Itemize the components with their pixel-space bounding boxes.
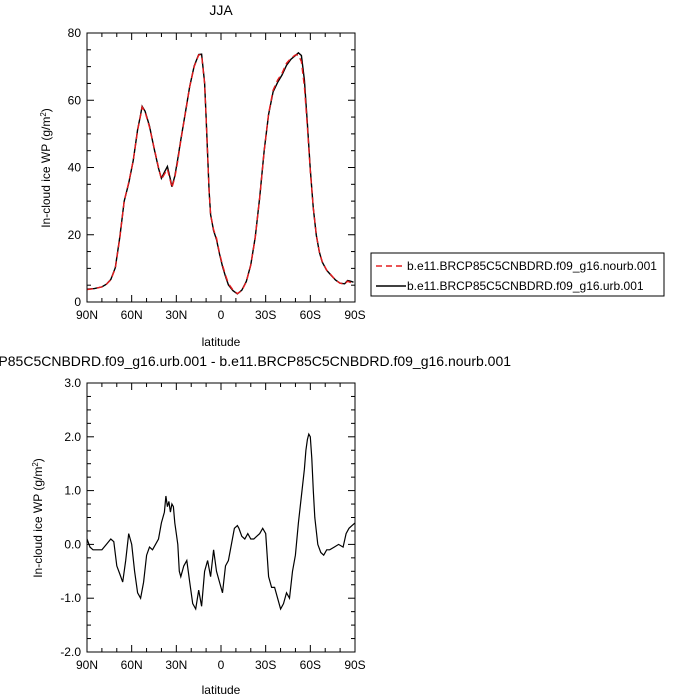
top-y-tick-label: 80	[68, 26, 82, 40]
top-x-tick-label: 0	[218, 308, 225, 322]
bottom-difference-line	[86, 432, 356, 611]
top-y-axis-label-end: )	[39, 108, 53, 112]
bottom-y-tick-label: 1.0	[64, 484, 81, 498]
top-y-tick-label: 20	[68, 228, 82, 242]
legend-label-nourb: b.e11.BRCP85C5CNBDRD.f09_g16.nourb.001	[407, 259, 657, 273]
bottom-panel: b.e11.BRCP85C5CNBDRD.f09_g16.urb.001 - b…	[0, 353, 511, 697]
top-y-axis-label-sup: 2	[39, 112, 48, 117]
bottom-y-tick-label: 3.0	[64, 376, 81, 390]
top-series-nourb-dashed-line	[86, 54, 354, 295]
bottom-y-tick-label: -1.0	[60, 591, 81, 605]
top-y-tick-label: 0	[74, 295, 81, 309]
bottom-y-tick-label: -2.0	[60, 645, 81, 659]
top-x-tick-label: 90N	[76, 308, 98, 322]
top-y-tick-label: 60	[68, 93, 82, 107]
bottom-x-tick-label: 0	[218, 658, 225, 672]
top-plot-frame	[86, 32, 356, 303]
legend-box	[370, 252, 665, 297]
bottom-plot-frame	[86, 382, 356, 653]
top-y-tick-labels: 0 20 40 60 80	[68, 26, 82, 309]
bottom-y-tick-label: 0.0	[64, 537, 81, 551]
top-x-tick-label: 60N	[121, 308, 143, 322]
top-x-tick-label: 30S	[255, 308, 276, 322]
top-chart-title: JJA	[209, 2, 233, 18]
bottom-x-tick-label: 30N	[165, 658, 187, 672]
top-panel: JJA 90N 60N 30N 0 30S 60S 90S 0 20 40 60 80 latitu…	[39, 2, 366, 349]
bottom-x-tick-label: 90S	[344, 658, 365, 672]
top-y-axis-label-main: In-cloud ice WP (g/m	[39, 117, 53, 228]
bottom-chart-title: b.e11.BRCP85C5CNBDRD.f09_g16.urb.001 - b…	[0, 353, 511, 369]
top-y-axis-label: In-cloud ice WP (g/m2)	[39, 108, 54, 228]
bottom-y-axis-label-sup: 2	[31, 462, 40, 467]
bottom-y-axis-label-end: )	[31, 458, 45, 462]
bottom-x-tick-label: 90N	[76, 658, 98, 672]
bottom-y-tick-labels: -2.0 -1.0 0.0 1.0 2.0 3.0	[60, 376, 81, 659]
top-x-tick-label: 60S	[300, 308, 321, 322]
bottom-x-tick-label: 30S	[255, 658, 276, 672]
bottom-x-tick-label: 60S	[300, 658, 321, 672]
top-x-axis-label: latitude	[202, 335, 241, 349]
top-y-tick-label: 40	[68, 161, 82, 175]
bottom-y-axis-label-main: In-cloud ice WP (g/m	[31, 467, 45, 578]
bottom-x-tick-labels: 90N 60N 30N 0 30S 60S 90S	[76, 658, 366, 672]
legend-label-urb: b.e11.BRCP85C5CNBDRD.f09_g16.urb.001	[407, 279, 644, 293]
bottom-x-tick-label: 60N	[121, 658, 143, 672]
top-x-tick-label: 30N	[165, 308, 187, 322]
top-x-tick-label: 90S	[344, 308, 365, 322]
bottom-x-axis-label: latitude	[202, 683, 241, 697]
top-x-tick-labels: 90N 60N 30N 0 30S 60S 90S	[76, 308, 366, 322]
bottom-y-axis-label: In-cloud ice WP (g/m2)	[31, 458, 46, 578]
bottom-y-tick-label: 2.0	[64, 430, 81, 444]
legend: b.e11.BRCP85C5CNBDRD.f09_g16.nourb.001 b…	[370, 252, 665, 297]
